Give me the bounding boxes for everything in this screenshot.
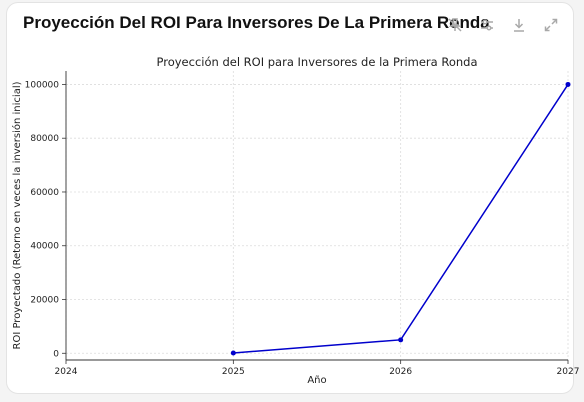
x-tick-label: 2026 (389, 367, 412, 377)
data-point (230, 350, 236, 356)
tick-labels: 2024 2025 2026 2027 0 20000 40000 60000 80000 100… (25, 80, 580, 377)
pin-icon (448, 18, 462, 32)
y-tick-label: 0 (53, 349, 59, 359)
pin-button[interactable] (443, 13, 467, 37)
data-point (565, 81, 571, 87)
y-axis-label: ROI Proyectado (Retorno en veces la inve… (11, 81, 23, 349)
y-tick-label: 100000 (25, 80, 60, 90)
sliders-icon (481, 19, 493, 31)
series (230, 81, 571, 356)
chart-toolbar (443, 13, 563, 37)
download-button[interactable] (507, 13, 531, 37)
expand-icon (544, 18, 558, 32)
y-tick-label: 60000 (30, 188, 59, 198)
y-tick-label: 80000 (30, 134, 59, 144)
settings-button[interactable] (475, 13, 499, 37)
chart-title: Proyección del ROI para Inversores de la… (157, 55, 478, 69)
chart-card: Proyección Del ROI Para Inversores De La… (6, 2, 574, 394)
data-point (398, 337, 404, 343)
x-axis-label: Año (307, 375, 326, 386)
y-tick-label: 40000 (30, 242, 59, 252)
axes (62, 71, 569, 364)
expand-button[interactable] (539, 13, 563, 37)
x-tick-label: 2027 (557, 367, 580, 377)
card-title: Proyección Del ROI Para Inversores De La… (23, 13, 490, 32)
download-icon (514, 19, 524, 32)
x-tick-label: 2025 (222, 367, 245, 377)
grid (65, 71, 569, 360)
y-tick-label: 20000 (30, 296, 59, 306)
x-tick-label: 2024 (55, 367, 78, 377)
